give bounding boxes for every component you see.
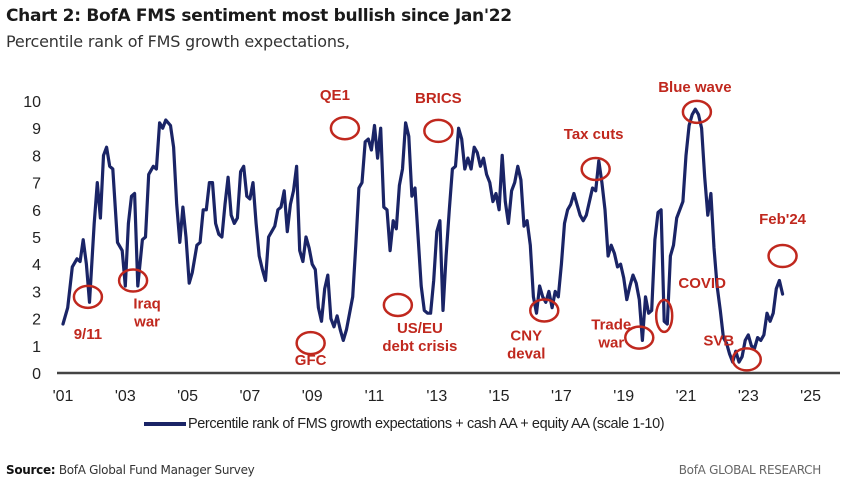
y-tick-label: 8 [32,148,41,165]
legend-label: Percentile rank of FMS growth expectatio… [188,416,665,432]
x-tick-label: '23 [738,388,759,405]
annotation-circle [580,156,611,182]
y-tick-label: 4 [32,257,41,274]
annotation-label: QE1 [320,87,350,104]
annotation-label: Trade [591,317,631,334]
annotation-circle [329,115,361,141]
x-tick-label: '17 [551,388,572,405]
annotation-label: Iraq [133,296,161,313]
annotation-circle [117,268,149,293]
annotation-label: COVID [678,275,726,292]
x-tick-label: '03 [115,388,136,405]
source-note: Source: BofA Global Fund Manager Survey [6,463,255,477]
y-tick-label: 10 [23,94,41,111]
annotation-circle [423,118,454,144]
annotation-label: war [133,314,160,331]
annotation-circle [767,243,798,269]
annotation-label: Tax cuts [564,126,624,143]
legend: Percentile rank of FMS growth expectatio… [144,416,665,432]
series-line [61,107,785,364]
source-text: BofA Global Fund Manager Survey [55,463,255,477]
annotation-circle [72,284,104,310]
x-tick-label: '21 [676,388,697,405]
y-tick-label: 9 [32,121,41,138]
annotation-label: CNY [510,327,542,344]
legend-swatch [144,422,186,426]
x-tick-label: '09 [302,388,323,405]
annotation-circle [731,347,762,372]
annotation-label: Blue wave [658,79,731,96]
annotation-label: deval [507,345,545,362]
annotation-label: Feb'24 [759,211,807,228]
y-tick-label: 7 [32,176,41,193]
annotation-circle [295,330,326,356]
source-label: Source: [6,463,56,477]
y-tick-label: 5 [32,230,41,247]
x-tick-label: '19 [613,388,634,405]
x-axis: '01 '03 '05 '07 '09 '11 '13 '15 '17 '19 '21 '23 '25 [53,388,822,405]
x-tick-label: '25 [800,388,821,405]
annotation-circle [529,298,560,323]
annotation-circle [382,292,414,318]
annotation-label: debt crisis [382,338,457,355]
y-tick-label: 0 [32,366,41,383]
chart-subtitle: Percentile rank of FMS growth expectatio… [6,32,350,51]
x-tick-label: '07 [239,388,260,405]
annotation-circle [654,298,674,334]
annotation-label: war [597,335,624,352]
y-tick-label: 3 [32,284,41,301]
y-axis: 0 1 2 3 4 5 6 7 8 9 10 [23,94,41,383]
series-group [61,107,785,364]
chart-title: Chart 2: BofA FMS sentiment most bullish… [6,6,512,26]
x-tick-label: '01 [53,388,74,405]
y-tick-label: 1 [32,339,41,356]
x-tick-label: '05 [177,388,198,405]
x-tick-label: '15 [489,388,510,405]
x-tick-label: '13 [426,388,447,405]
x-tick-label: '11 [365,388,385,405]
annotation-label: US/EU [397,320,443,337]
y-tick-label: 6 [32,203,41,220]
annotation-label: BRICS [415,90,462,107]
annotation-label: GFC [295,352,327,369]
y-tick-label: 2 [32,312,41,329]
annotation-label: SVB [703,332,734,349]
annotation-label: 9/11 [74,326,102,343]
annotation-circle [681,99,713,125]
annotation-circle [624,325,655,350]
brand-label: BofA GLOBAL RESEARCH [678,463,822,477]
